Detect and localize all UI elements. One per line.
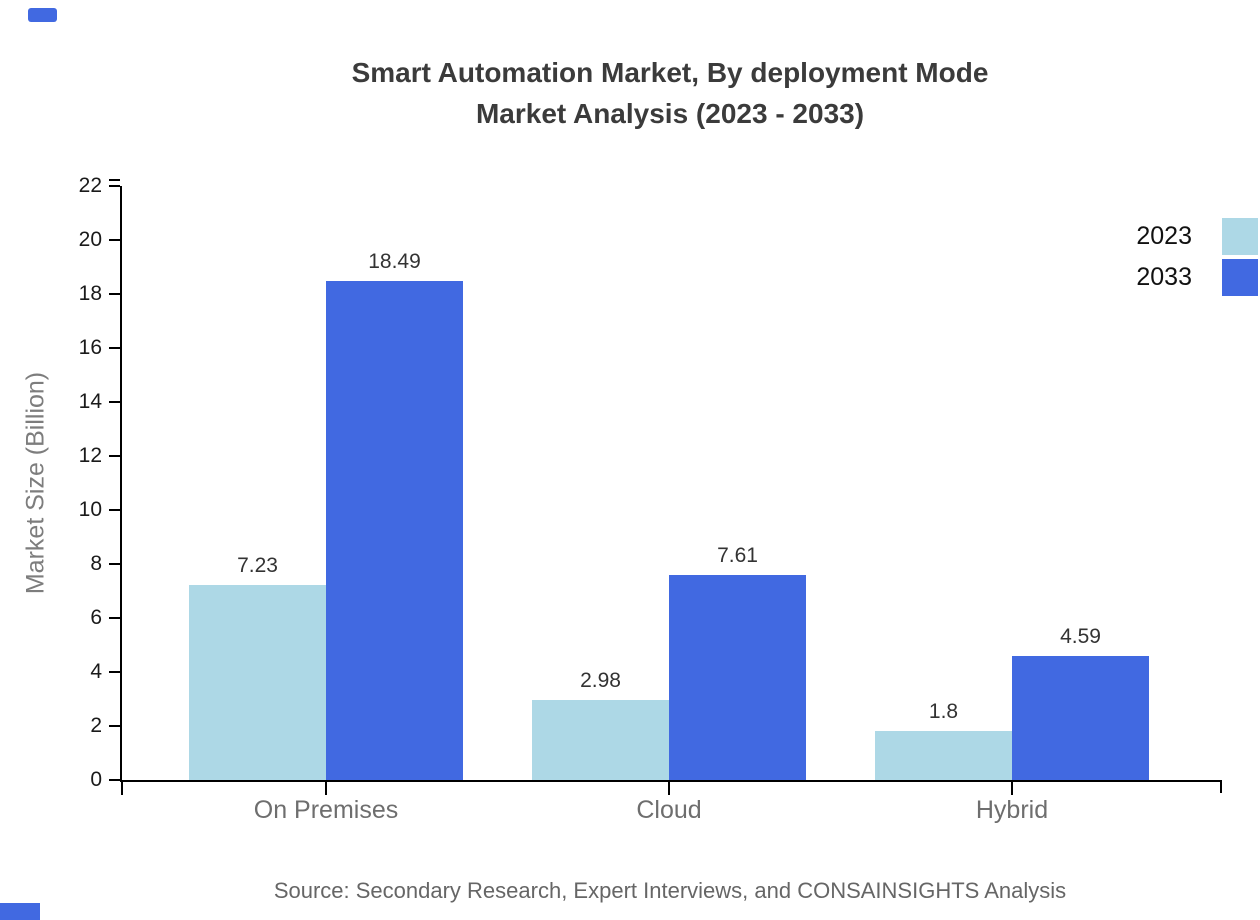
bar-2033-cloud	[669, 574, 806, 780]
y-axis-tick	[109, 671, 120, 673]
legend-swatch-icon	[1222, 259, 1258, 296]
y-axis-tick	[109, 509, 120, 511]
y-axis-tick-label: 12	[78, 444, 102, 467]
y-axis-tick	[109, 293, 120, 295]
legend-item-2023: 2023	[1136, 218, 1258, 255]
category-label: Cloud	[636, 796, 702, 824]
x-axis-tick	[325, 782, 327, 795]
x-axis-end-cap	[1220, 780, 1222, 793]
chart-title-line1: Smart Automation Market, By deployment M…	[351, 57, 989, 88]
y-axis-tick-label: 14	[78, 390, 102, 413]
bar-value-label: 4.59	[1060, 625, 1101, 649]
y-axis-tick	[109, 455, 120, 457]
bar-2023-cloud	[532, 699, 669, 780]
y-axis-tick-label: 0	[90, 768, 102, 791]
bar-value-label: 2.98	[580, 668, 621, 692]
y-axis-tick	[109, 779, 120, 781]
y-axis-tick-label: 16	[78, 336, 102, 359]
y-axis-tick	[109, 725, 120, 727]
y-axis-tick-label: 4	[90, 660, 102, 683]
y-axis-tick-label: 20	[78, 228, 102, 251]
y-axis-tick-label: 6	[90, 606, 102, 629]
y-axis-tick	[109, 401, 120, 403]
bar-2033-on-premises	[326, 280, 463, 780]
bar-value-label: 7.23	[237, 553, 278, 577]
legend-swatch-icon	[1222, 218, 1258, 255]
corner-mark-top-left	[28, 8, 57, 22]
x-axis-tick	[668, 782, 670, 795]
y-axis-tick-label: 22	[78, 174, 102, 197]
legend-item-label: 2023	[1136, 222, 1192, 250]
y-axis-end-cap	[109, 179, 120, 181]
bar-value-label: 18.49	[368, 249, 421, 273]
source-note: Source: Secondary Research, Expert Inter…	[273, 878, 1067, 903]
corner-mark-bottom-left	[0, 903, 40, 920]
bar-2023-hybrid	[875, 731, 1012, 780]
y-axis-tick	[109, 617, 120, 619]
y-axis-tick	[109, 239, 120, 241]
y-axis-label: Market Size (Billion)	[21, 371, 50, 595]
plot-area: 0 2 4 6 8 10 12 14 16 18 20 22 On Premises Cloud Hybri…	[79, 174, 1222, 824]
y-axis-tick-label: 2	[90, 714, 102, 737]
chart-title: Smart Automation Market, By deployment M…	[80, 52, 1260, 134]
bar-value-label: 1.8	[928, 700, 959, 724]
category-label: Hybrid	[975, 796, 1049, 824]
category-label: On Premises	[253, 796, 399, 824]
y-axis-tick	[109, 563, 120, 565]
y-axis-tick	[109, 347, 120, 349]
x-axis-tick	[121, 782, 123, 795]
legend: 2023 2033	[1136, 218, 1258, 300]
legend-item-label: 2033	[1136, 263, 1192, 291]
y-axis-tick	[109, 185, 120, 187]
y-axis-tick-label: 8	[90, 552, 102, 575]
y-axis-tick-label: 10	[78, 498, 102, 521]
legend-item-2033: 2033	[1136, 259, 1258, 296]
bar-value-label: 7.61	[717, 543, 758, 567]
x-axis-tick	[1011, 782, 1013, 795]
y-axis-tick-label: 18	[78, 282, 102, 305]
bar-2033-hybrid	[1012, 656, 1149, 780]
chart-title-line2: Market Analysis (2023 - 2033)	[475, 98, 865, 129]
bar-2023-on-premises	[189, 584, 326, 780]
